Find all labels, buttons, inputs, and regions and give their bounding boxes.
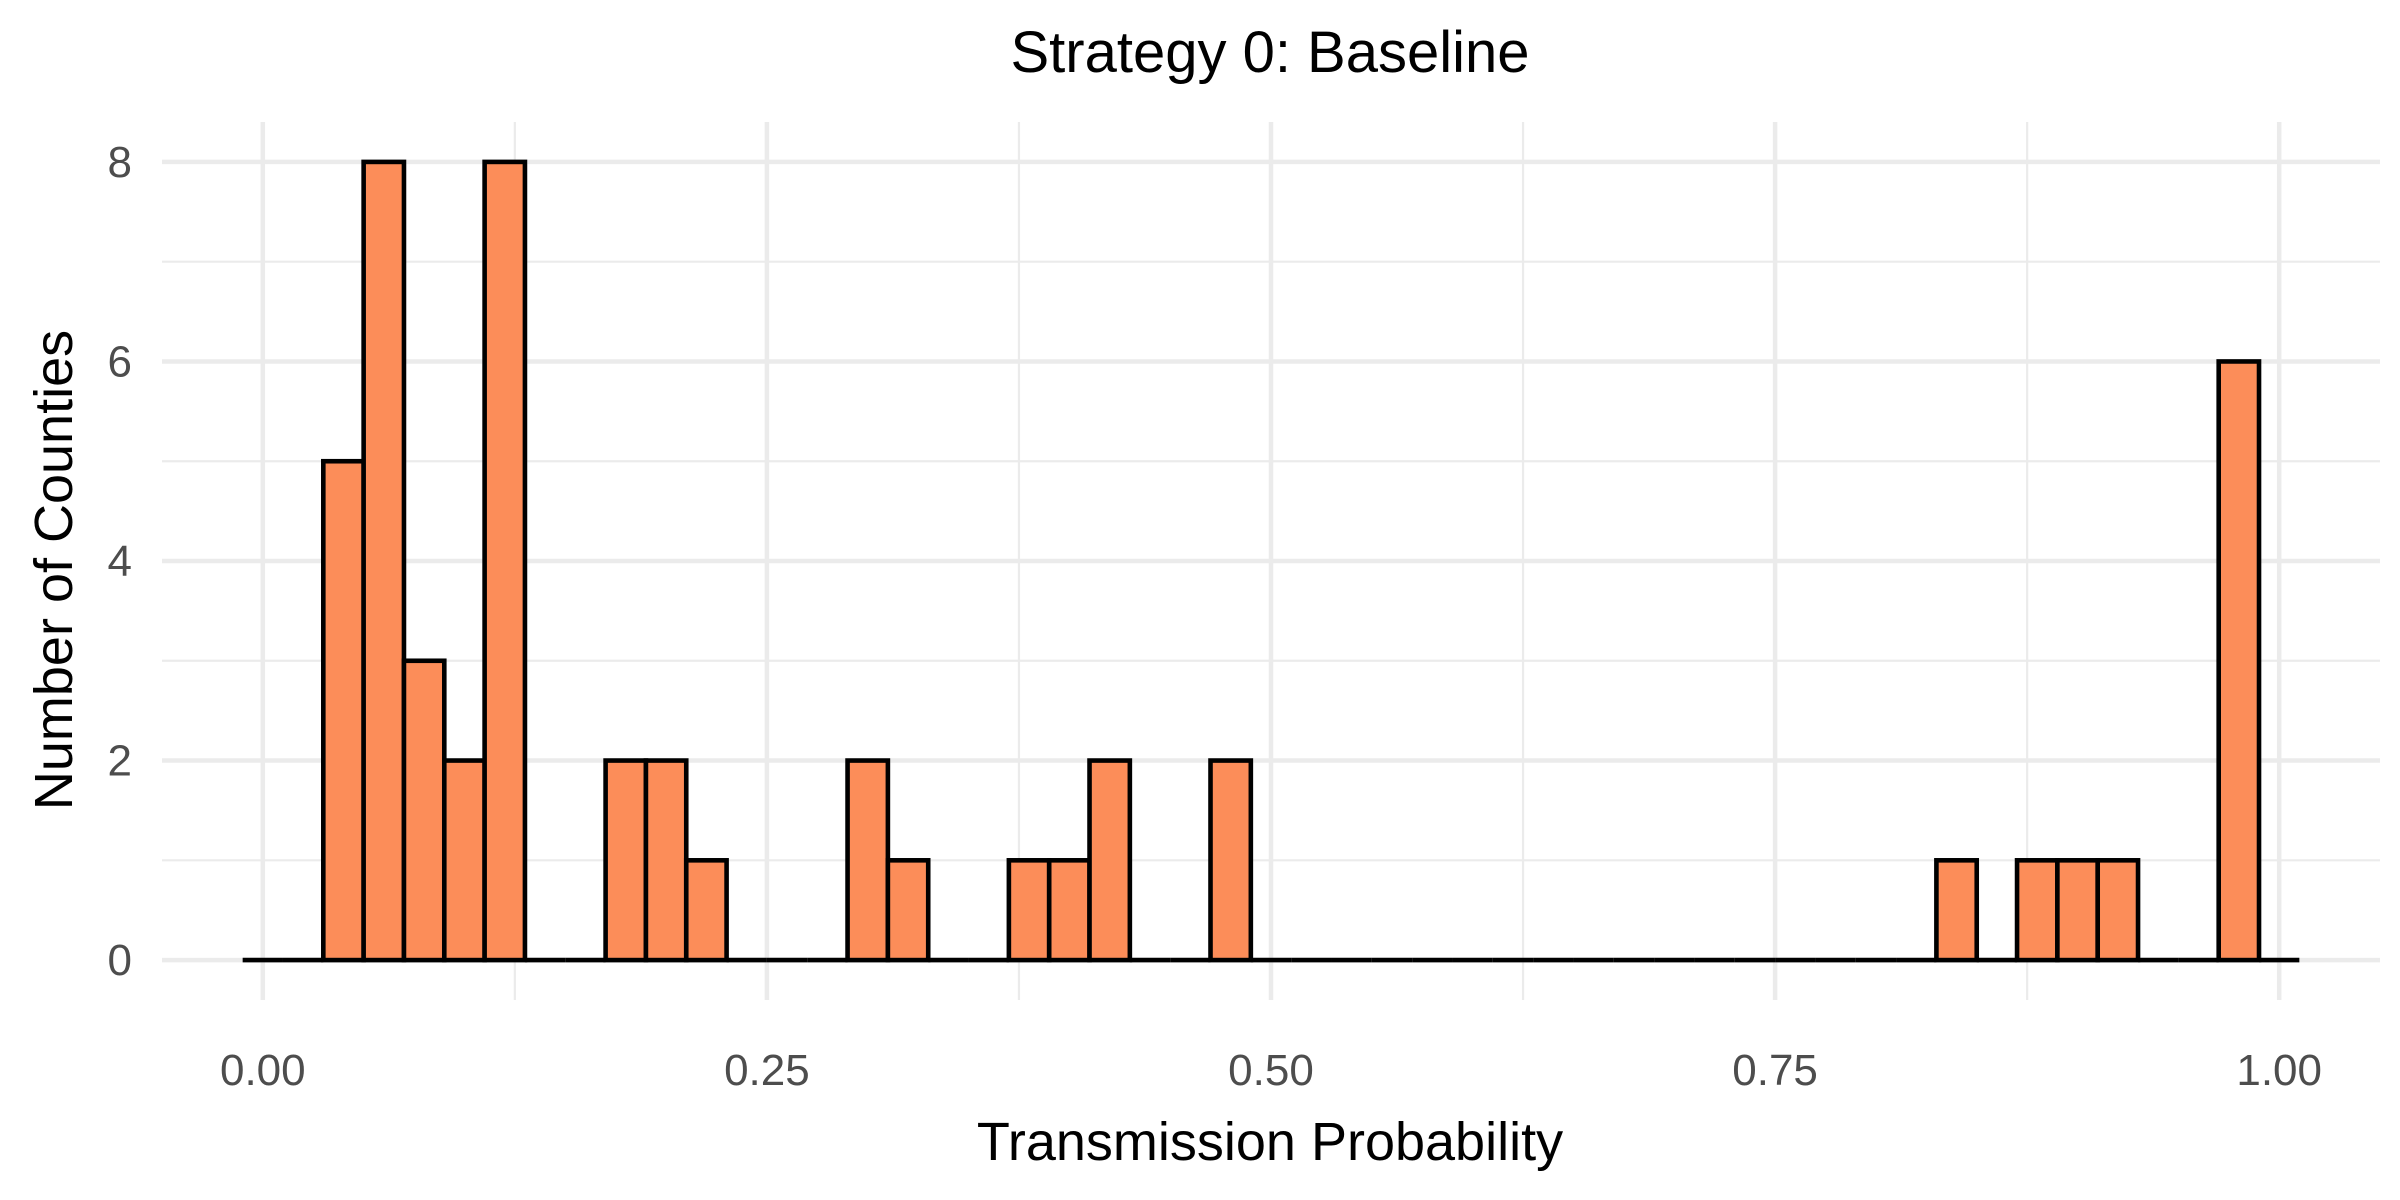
histogram-bar	[885, 858, 931, 963]
y-axis-title: Number of Counties	[24, 330, 84, 810]
histogram-bar	[1046, 858, 1092, 963]
histogram-bar	[482, 159, 528, 963]
x-tick-label: 1.00	[2236, 1046, 2322, 1095]
histogram-bar	[845, 758, 891, 963]
histogram-bar	[1006, 858, 1052, 963]
histogram-bar	[361, 159, 407, 963]
x-axis-title: Transmission Probability	[977, 1112, 1563, 1172]
histogram-bar	[401, 658, 447, 963]
histogram-bar	[603, 758, 649, 963]
y-tick-label: 2	[108, 737, 132, 786]
histogram-bar	[643, 758, 689, 963]
y-tick-label: 8	[108, 138, 132, 187]
histogram-bar	[683, 858, 729, 963]
chart-title: Strategy 0: Baseline	[1010, 20, 1529, 85]
x-tick-label: 0.00	[220, 1046, 306, 1095]
histogram-bar	[321, 458, 366, 963]
x-tick-label: 0.50	[1228, 1046, 1314, 1095]
bars-layer	[242, 159, 2300, 963]
x-tick-label: 0.25	[724, 1046, 810, 1095]
histogram-bar	[1208, 758, 1254, 963]
histogram-bar	[2055, 858, 2101, 963]
y-tick-label: 0	[108, 936, 132, 985]
histogram-bar	[1934, 858, 1980, 963]
y-tick-label: 4	[108, 537, 132, 586]
histogram-bar	[2014, 858, 2060, 963]
x-tick-label: 0.75	[1732, 1046, 1818, 1095]
histogram-bar	[2095, 858, 2141, 963]
histogram-bar	[2216, 359, 2262, 963]
histogram-bar	[1087, 758, 1133, 963]
y-tick-label: 6	[108, 337, 132, 386]
histogram-bar	[441, 758, 487, 963]
tick-labels: 0.00 0.25 0.50 0.75 1.00 0 2 4 6 8	[108, 138, 2322, 1095]
